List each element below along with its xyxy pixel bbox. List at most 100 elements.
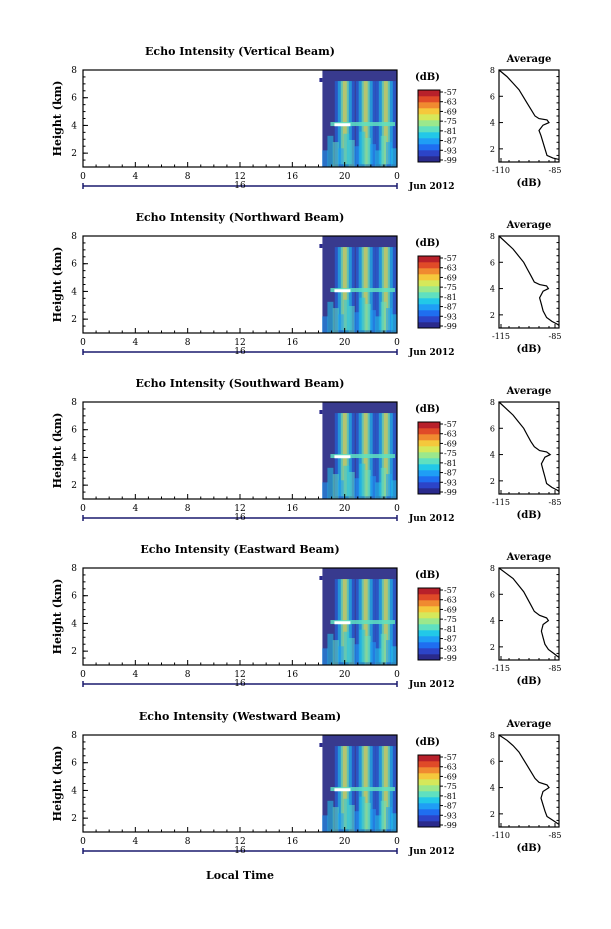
average-frame <box>498 567 560 661</box>
month-year-label: Jun 2012 <box>408 680 455 690</box>
average-frame <box>498 69 560 163</box>
y-axis-label: Height (km) <box>51 579 64 655</box>
colorbar-swatch <box>418 96 440 103</box>
average-y-tick-label: 6 <box>490 258 495 267</box>
average-profile-line <box>498 235 560 326</box>
colorbar-frame <box>417 587 441 661</box>
x-tick-label: 12 <box>234 670 245 680</box>
average-y-tick-label: 2 <box>490 810 495 819</box>
x-tick-label: 8 <box>185 670 191 680</box>
panel-title: Echo Intensity (Westward Beam) <box>139 710 341 723</box>
x-tick-label: 20 <box>339 504 351 514</box>
average-y-tick-label: 8 <box>490 66 495 75</box>
average-x-label: (dB) <box>517 344 542 355</box>
colorbar-unit: (dB) <box>415 570 440 581</box>
echo-heatmap <box>319 568 398 665</box>
lower-echo-layer <box>354 146 361 167</box>
average-y-tick-label: 2 <box>490 643 495 652</box>
lower-echo-layer <box>380 633 387 665</box>
average-x-tick-label: -110 <box>492 166 510 175</box>
colorbar-frame <box>417 89 441 163</box>
lower-echo-layer <box>364 635 371 665</box>
average-y-tick-label: 2 <box>490 311 495 320</box>
colorbar-tick-label: -63 <box>444 98 457 107</box>
average-y-tick-label: 6 <box>490 590 495 599</box>
colorbar-tick-label: -87 <box>444 802 457 811</box>
y-tick-label: 6 <box>71 592 77 602</box>
average-x-tick-label: -115 <box>492 498 510 507</box>
echo-heatmap <box>319 735 398 832</box>
local-time-label: Local Time <box>206 869 274 882</box>
average-y-tick-label: 4 <box>490 119 495 128</box>
x-tick-label: 16 <box>287 338 299 348</box>
colorbar-tick-label: -69 <box>444 273 457 282</box>
colorbar-swatch <box>418 120 440 127</box>
echo-layer-peak <box>334 621 351 625</box>
average-y-tick-label: 8 <box>490 564 495 573</box>
panel-title: Echo Intensity (Eastward Beam) <box>140 543 339 556</box>
colorbar-tick-label: -57 <box>444 420 457 429</box>
colorbar-tick-label: -81 <box>444 127 457 136</box>
lower-echo-layer <box>359 297 366 333</box>
lower-echo-layer <box>338 148 345 167</box>
lower-echo-layer <box>359 629 366 665</box>
x-tick-label: 16 <box>287 504 299 514</box>
colorbar-tick-label: -93 <box>444 478 457 487</box>
panel-title: Echo Intensity (Northward Beam) <box>136 211 345 224</box>
lower-echo-layer <box>327 467 334 499</box>
average-profile-line <box>498 734 560 825</box>
colorbar-unit: (dB) <box>415 737 440 748</box>
lower-echo-layer <box>370 476 377 499</box>
colorbar-frame <box>417 754 441 828</box>
colorbar-swatch <box>418 594 440 601</box>
colorbar-swatch <box>418 428 440 435</box>
echo-layer-4km <box>330 122 395 127</box>
lower-echo-layer <box>338 314 345 333</box>
x-tick-label: 16 <box>287 670 299 680</box>
lower-echo-layer <box>375 482 382 499</box>
lower-echo-layer <box>370 809 377 832</box>
lower-echo-layer <box>322 815 329 832</box>
lower-echo-layer <box>375 150 382 167</box>
lower-echo-layer <box>332 308 339 333</box>
colorbar-swatch <box>418 779 440 786</box>
echo-layer-4km <box>330 288 395 293</box>
colorbar-unit: (dB) <box>415 238 440 249</box>
colorbar-swatch <box>418 132 440 139</box>
x-tick-label: 0 <box>80 338 86 348</box>
x-tick-label: 0 <box>394 837 400 847</box>
lower-echo-layer <box>332 474 339 499</box>
x-tick-label: 12 <box>234 837 245 847</box>
colorbar-swatch <box>418 642 440 649</box>
lower-echo-layer <box>380 800 387 832</box>
colorbar-swatch <box>418 150 440 157</box>
day-label: 16 <box>234 181 246 191</box>
lower-echo-layer <box>354 644 361 665</box>
lower-echo-layer <box>322 648 329 665</box>
y-tick-label: 2 <box>71 814 77 824</box>
x-tick-label: 12 <box>234 172 245 182</box>
lower-echo-layer <box>386 474 393 499</box>
x-tick-label: 16 <box>287 837 299 847</box>
colorbar-tick-label: -75 <box>444 782 457 791</box>
lower-echo-layer <box>391 813 398 832</box>
x-tick-label: 12 <box>234 338 245 348</box>
colorbar-swatch <box>418 298 440 305</box>
lower-echo-layer <box>354 811 361 832</box>
colorbar-swatch <box>418 90 440 97</box>
average-x-tick-label: -85 <box>549 332 562 341</box>
colorbar-swatch <box>418 797 440 804</box>
y-tick-label: 6 <box>71 759 77 769</box>
colorbar-swatch <box>418 630 440 637</box>
lower-echo-layer <box>332 807 339 832</box>
lower-echo-layer <box>327 800 334 832</box>
x-tick-label: 0 <box>394 670 400 680</box>
average-y-tick-label: 4 <box>490 285 495 294</box>
lower-echo-layer <box>380 301 387 333</box>
colorbar-swatch <box>418 108 440 115</box>
x-tick-label: 16 <box>287 172 299 182</box>
echo-heatmap <box>319 70 398 167</box>
y-tick-label: 8 <box>71 564 77 574</box>
lower-echo-layer <box>343 299 350 333</box>
